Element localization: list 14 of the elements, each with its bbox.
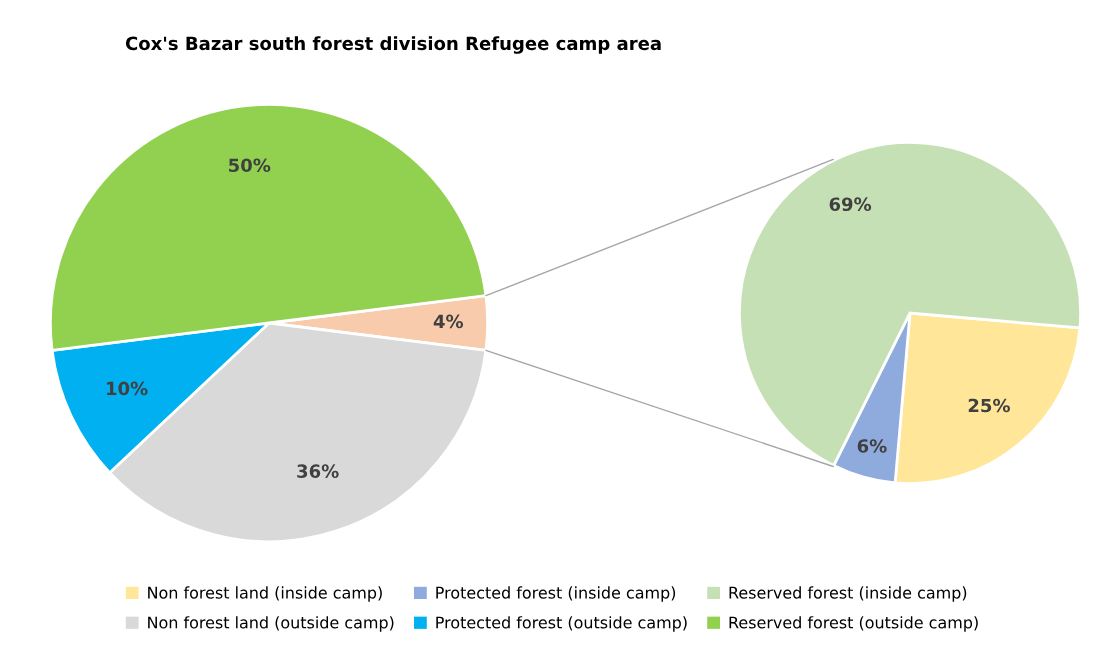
legend-label: Non forest land (outside camp) xyxy=(148,616,394,632)
data-label: 6% xyxy=(857,439,887,453)
legend-label: Non forest land (inside camp) xyxy=(148,586,382,602)
data-label: 50% xyxy=(229,158,271,173)
data-label: 25% xyxy=(968,398,1010,413)
data-label: 36% xyxy=(297,464,339,478)
legend-label: Protected forest (inside camp) xyxy=(436,586,676,602)
legend-label: Reserved forest (inside camp) xyxy=(729,586,967,602)
legend-label: Protected forest (outside camp) xyxy=(436,616,687,632)
data-label: 69% xyxy=(829,197,872,212)
data-label: 10% xyxy=(107,381,148,396)
chart-title: Cox's Bazar south forest division Refugee camp area xyxy=(125,36,661,54)
data-label: 4% xyxy=(433,314,464,329)
legend-label: Reserved forest (outside camp) xyxy=(729,616,978,632)
